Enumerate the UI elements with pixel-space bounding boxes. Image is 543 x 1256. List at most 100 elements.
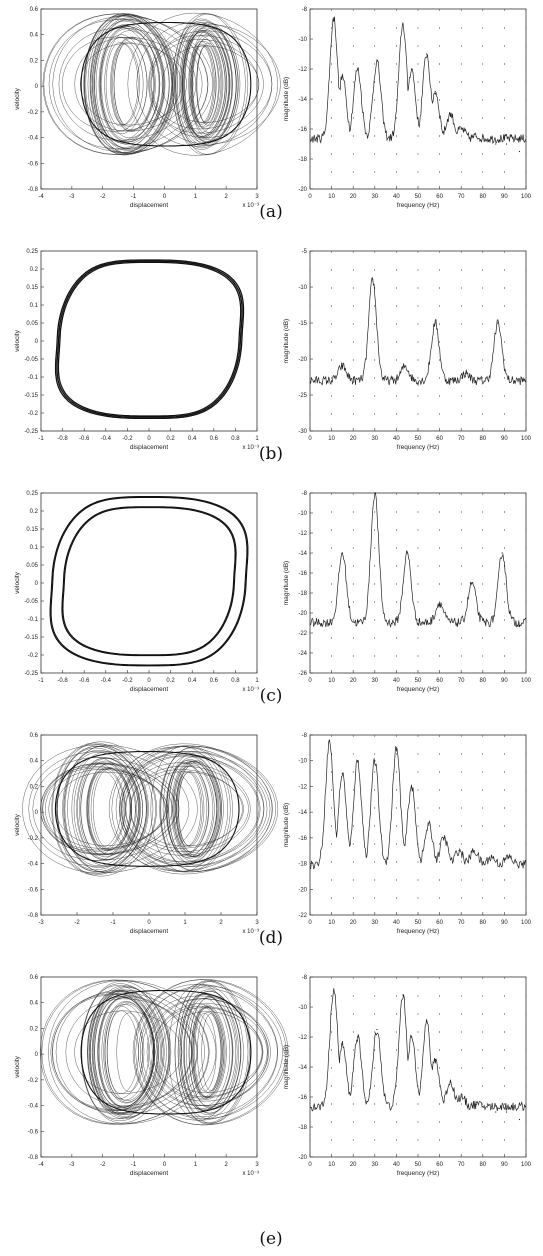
phase-x-tick-label: -0.6 (79, 436, 90, 442)
spectrum-x-tick-label: 10 (328, 194, 335, 200)
phase-x-tick-label: 2 (224, 194, 228, 200)
phase-trajectory (175, 13, 249, 155)
spectrum-peak-point (449, 113, 451, 115)
phase-y-tick-label: -0.2 (28, 836, 39, 842)
phase-x-multiplier: x 10⁻³ (242, 1171, 259, 1177)
phase-trajectory (182, 31, 228, 138)
phase-x-tick-label: 0 (147, 678, 151, 684)
spectrum-y-tick-label: -14 (298, 1065, 307, 1071)
phase-trajectory (28, 751, 190, 867)
spectrum-y-tick-label: -26 (298, 671, 307, 677)
spectrum-peak-point (372, 279, 374, 281)
spectrum-x-tick-label: 70 (458, 678, 465, 684)
spectrum-x-tick-label: 90 (501, 194, 508, 200)
spectrum-x-axis-label: frequency (Hz) (397, 686, 440, 693)
phase-x-tick-label: 1 (183, 920, 187, 926)
phase-x-multiplier: x 10⁻³ (242, 203, 259, 209)
spectrum-peak-point (410, 1036, 413, 1038)
phase-y-tick-label: 0.6 (30, 733, 39, 739)
phase-trajectory (84, 15, 170, 153)
phase-trajectory (90, 14, 178, 155)
spectrum-x-tick-label: 100 (521, 678, 532, 684)
spectrum-x-tick-label: 0 (308, 678, 312, 684)
spectrum-y-tick-label: -12 (298, 67, 307, 73)
phase-trajectory (159, 752, 221, 866)
phase-trajectory (100, 28, 161, 141)
phase-trajectory (99, 26, 164, 143)
spectrum-x-tick-label: 90 (501, 678, 508, 684)
spectrum-peak-point (434, 322, 436, 324)
spectrum-peak-point (374, 492, 376, 494)
phase-trajectory (50, 496, 248, 666)
phase-y-tick-label: -0.1 (28, 375, 39, 381)
phase-trajectory (166, 760, 214, 858)
phase-y-tick-label: -0.25 (24, 671, 38, 677)
phase-portrait-plot: -4 -3 -2 -1 0 1 2 3 0.6 0.4 0.2 0 -0.2 -0.4 -0.6 -0.8 di… (14, 7, 281, 209)
phase-trajectory (183, 998, 231, 1107)
phase-trajectory (152, 1005, 263, 1099)
spectrum-plot: 0 10 20 30 40 50 60 70 80 90 100 -8 -10 -12 -14 -16 -18 -… (283, 975, 532, 1177)
phase-trajectory (118, 753, 261, 865)
phase-y-tick-label: 0.05 (26, 321, 38, 327)
spectrum-x-tick-label: 80 (479, 678, 486, 684)
phase-x-tick-label: 2 (224, 1162, 228, 1168)
phase-x-tick-label: 0 (163, 194, 167, 200)
phase-trajectory (168, 759, 217, 859)
spectrum-line (309, 277, 527, 387)
phase-trajectory (113, 37, 155, 131)
phase-trajectory (110, 43, 140, 125)
spectrum-x-tick-label: 10 (328, 1162, 335, 1168)
phase-trajectory (57, 747, 143, 871)
phase-trajectory (51, 742, 149, 876)
phase-trajectory (94, 19, 172, 150)
phase-axes-frame (40, 250, 258, 432)
phase-trajectory (56, 745, 147, 872)
phase-trajectory (136, 21, 273, 147)
phase-y-tick-label: 0 (35, 84, 39, 90)
phase-trajectory (94, 996, 155, 1109)
phase-trajectory (177, 985, 244, 1119)
subfigure-e: -4 -3 -2 -1 0 1 2 30.60.40.20-0.2-0.4-0.6-0.8di… (14, 975, 532, 1249)
phase-trajectory (121, 755, 260, 863)
spectrum-peak-point (406, 552, 408, 554)
subfigure-label: (a) (259, 202, 282, 222)
spectrum-x-tick-label: 30 (371, 678, 378, 684)
phase-trajectory (42, 762, 177, 856)
spectrum-peak-point (395, 747, 397, 749)
phase-trajectory (111, 37, 154, 132)
spectrum-peak-point (518, 1118, 521, 1121)
spectrum-y-tick-label: -16 (298, 571, 307, 577)
phase-trajectory (178, 771, 205, 847)
spectrum-y-tick-label: -22 (298, 631, 307, 637)
spectrum-y-tick-label: -10 (298, 511, 307, 517)
phase-trajectory (88, 993, 155, 1112)
phase-y-tick-label: -0.2 (28, 411, 39, 417)
spectrum-x-tick-label: 80 (479, 436, 486, 442)
phase-x-tick-label: 3 (255, 1162, 259, 1168)
spectrum-x-tick-label: 90 (501, 920, 508, 926)
spectrum-x-tick-label: 20 (350, 436, 357, 442)
spectrum-x-tick-label: 90 (501, 436, 508, 442)
phase-trajectory (176, 761, 221, 856)
spectrum-plot: 0 10 20 30 40 50 60 70 80 90 100 -8 -10 -12 -14 -16 -18 -… (283, 491, 532, 693)
spectrum-peak-point (475, 1103, 477, 1106)
phase-trajectory (103, 1001, 154, 1104)
spectrum-x-tick-label: 90 (501, 1162, 508, 1168)
phase-y-tick-label: -0.05 (24, 357, 38, 363)
phase-x-tick-label: -0.8 (57, 678, 68, 684)
spectrum-peak-point (473, 850, 475, 852)
spectrum-x-tick-label: 0 (308, 920, 312, 926)
phase-y-tick-label: -0.2 (28, 110, 39, 116)
phase-trajectory (55, 989, 206, 1115)
phase-y-tick-label: 0.1 (30, 545, 39, 551)
phase-trajectory (22, 744, 198, 874)
spectrum-y-tick-label: -24 (298, 651, 307, 657)
phase-y-tick-label: 0.2 (30, 58, 39, 64)
phase-trajectory (99, 996, 158, 1108)
phase-x-axis-label: displacement (130, 202, 168, 209)
subfigure-label: (b) (259, 444, 283, 464)
phase-trajectory (201, 1013, 223, 1092)
phase-trajectory (98, 995, 160, 1109)
phase-y-tick-label: -0.1 (28, 617, 39, 623)
